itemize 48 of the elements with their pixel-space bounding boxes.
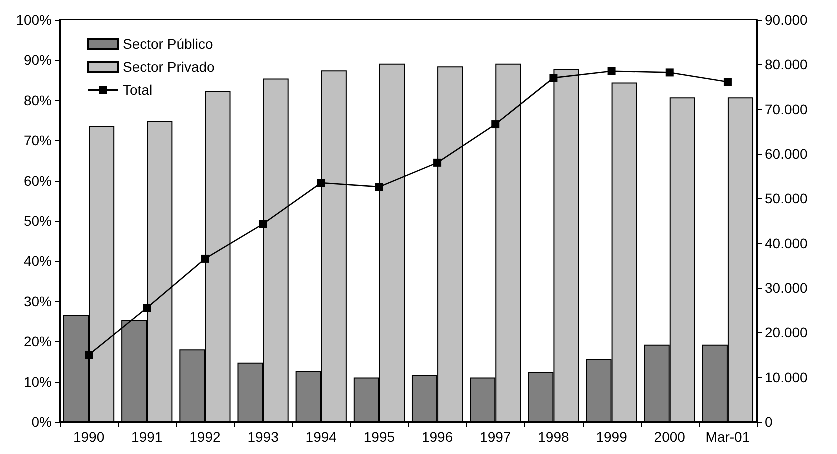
y2-tick-label: 70.000 bbox=[765, 101, 808, 118]
point bbox=[317, 179, 326, 188]
y-tick-label: 70% bbox=[24, 132, 52, 149]
y2-tick-label: 20.000 bbox=[765, 324, 808, 341]
x-tick-label: 1990 bbox=[73, 429, 105, 445]
x-tick-label: 1996 bbox=[422, 429, 454, 445]
y2-tick-label: 0 bbox=[765, 414, 773, 430]
x-tick-label: 1997 bbox=[480, 429, 512, 445]
y2-tick-label: 90.000 bbox=[765, 12, 808, 28]
y2-tick-label: 50.000 bbox=[765, 190, 808, 207]
y-tick-label: 80% bbox=[24, 92, 52, 108]
point bbox=[724, 78, 732, 86]
legend-label: Total bbox=[123, 82, 153, 98]
y-tick-label: 20% bbox=[24, 334, 52, 350]
y-tick-label: 60% bbox=[24, 172, 52, 189]
legend-label: Sector Privado bbox=[123, 59, 216, 75]
point bbox=[201, 254, 210, 263]
y-tick-label: 30% bbox=[24, 293, 52, 310]
point bbox=[550, 74, 558, 82]
x-tick-label: 2000 bbox=[654, 429, 686, 445]
y2-tick-label: 80.000 bbox=[765, 56, 808, 73]
x-tick-label: 1993 bbox=[248, 429, 280, 445]
y-tick-label: 90% bbox=[24, 52, 52, 68]
point bbox=[608, 67, 616, 76]
x-tick-label: 1999 bbox=[596, 429, 628, 445]
point bbox=[492, 120, 500, 129]
x-tick-label: 1998 bbox=[538, 429, 570, 445]
point bbox=[375, 183, 384, 192]
y2-tick-label: 60.000 bbox=[765, 146, 808, 162]
x-tick-label: 1991 bbox=[132, 429, 163, 445]
x-tick-label: 1992 bbox=[190, 429, 221, 445]
y2-tick-label: 30.000 bbox=[765, 280, 808, 296]
point bbox=[259, 220, 268, 228]
y2-tick-label: 40.000 bbox=[765, 235, 808, 252]
y-tick-label: 10% bbox=[24, 374, 52, 390]
point bbox=[434, 158, 442, 167]
y2-tick-label: 10.000 bbox=[765, 369, 808, 386]
x-tick-label: 1994 bbox=[306, 429, 338, 445]
x-tick-label: 1995 bbox=[364, 429, 396, 445]
y-tick-label: 50% bbox=[24, 213, 52, 229]
y-tick-label: 40% bbox=[24, 253, 52, 270]
point bbox=[85, 351, 94, 359]
point bbox=[143, 304, 152, 312]
point bbox=[666, 68, 674, 77]
legend-label: Sector Público bbox=[123, 36, 214, 52]
x-tick-label: Mar-01 bbox=[706, 429, 750, 445]
y-tick-label: 0% bbox=[32, 414, 52, 430]
y-tick-label: 100% bbox=[16, 12, 52, 28]
